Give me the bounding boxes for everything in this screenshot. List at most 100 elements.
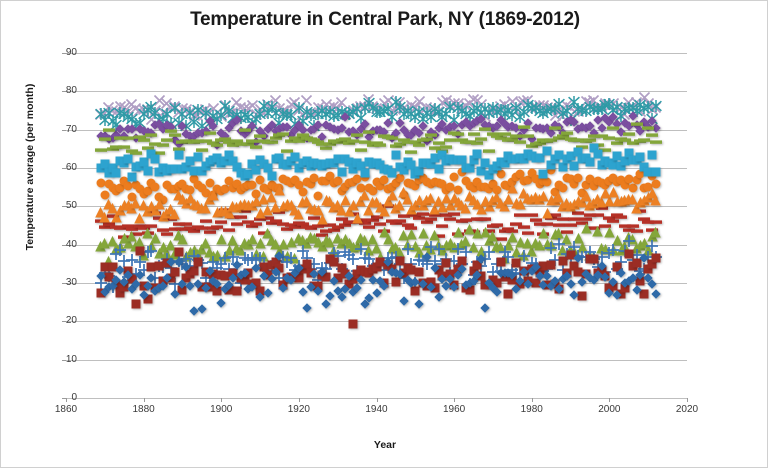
data-point <box>472 113 483 131</box>
data-point <box>624 145 634 163</box>
data-point <box>324 100 336 118</box>
data-point <box>154 164 164 182</box>
data-point <box>531 150 541 168</box>
data-point <box>429 202 441 220</box>
data-point <box>562 151 572 169</box>
data-point <box>406 202 417 220</box>
data-point <box>189 163 199 181</box>
data-point <box>360 169 370 187</box>
data-point <box>452 225 464 243</box>
data-point <box>642 100 655 118</box>
data-point <box>174 147 184 165</box>
data-point <box>228 265 238 283</box>
data-point <box>313 283 323 301</box>
data-point <box>455 214 468 232</box>
data-point <box>414 125 424 143</box>
data-point <box>149 106 162 124</box>
data-point <box>266 102 278 120</box>
data-point <box>514 208 527 226</box>
chart-title: Temperature in Central Park, NY (1869-20… <box>190 9 580 30</box>
data-point <box>193 276 203 294</box>
data-point <box>335 212 348 230</box>
data-point <box>150 283 160 301</box>
data-point <box>498 97 511 115</box>
data-point <box>196 201 208 219</box>
data-point <box>231 95 243 113</box>
data-point <box>643 270 653 288</box>
data-point <box>530 99 542 117</box>
data-point <box>484 181 494 199</box>
data-point <box>552 218 565 236</box>
data-point <box>533 217 546 235</box>
data-point <box>242 253 255 271</box>
data-point <box>344 154 354 172</box>
data-point <box>149 103 161 121</box>
data-point <box>418 155 428 173</box>
data-point <box>343 248 356 266</box>
data-point <box>607 96 619 114</box>
data-point <box>266 117 277 135</box>
data-point <box>583 245 596 263</box>
data-point <box>224 147 234 165</box>
data-point <box>651 176 661 194</box>
data-point <box>180 217 193 235</box>
x-tick-mark <box>298 398 300 402</box>
data-point <box>584 248 596 266</box>
data-point <box>417 254 430 272</box>
data-point <box>402 192 413 210</box>
data-point <box>391 175 401 193</box>
data-point <box>255 152 265 170</box>
data-point <box>135 243 145 261</box>
data-point <box>440 93 452 111</box>
data-point <box>111 210 122 228</box>
data-point <box>95 107 107 125</box>
data-point <box>185 278 195 296</box>
data-point <box>359 188 371 206</box>
data-point <box>211 220 224 238</box>
data-point <box>208 249 219 267</box>
data-point <box>576 216 589 234</box>
data-point <box>118 230 131 248</box>
data-point <box>611 262 624 280</box>
data-point <box>382 232 394 250</box>
data-point <box>561 196 572 214</box>
data-point <box>259 180 269 198</box>
data-point <box>483 245 496 263</box>
data-point <box>545 211 558 229</box>
data-point <box>234 137 247 155</box>
data-point <box>371 195 382 213</box>
data-point <box>599 98 612 116</box>
data-point <box>162 177 172 195</box>
data-point <box>401 135 414 153</box>
data-point <box>122 219 135 237</box>
gridline-y <box>66 206 687 208</box>
data-point <box>456 101 468 119</box>
data-point <box>141 141 154 159</box>
data-point <box>503 148 513 166</box>
data-point <box>618 133 631 151</box>
data-point <box>335 262 348 280</box>
data-point <box>238 123 251 141</box>
data-point <box>564 249 577 267</box>
data-point <box>612 259 622 277</box>
data-point <box>133 130 146 148</box>
data-point <box>374 100 386 118</box>
data-point <box>274 248 285 266</box>
data-point <box>230 257 243 275</box>
data-point <box>343 106 355 124</box>
data-point <box>370 105 383 123</box>
data-point <box>389 250 402 268</box>
data-point <box>111 272 122 290</box>
data-point <box>278 156 288 174</box>
data-point <box>250 107 262 125</box>
data-point <box>274 180 284 198</box>
data-point <box>181 270 191 288</box>
data-point <box>227 105 239 123</box>
data-point <box>499 265 510 283</box>
data-point <box>131 276 141 294</box>
data-point <box>153 211 166 229</box>
data-point <box>405 107 418 125</box>
data-point <box>324 235 336 253</box>
data-point <box>494 131 507 149</box>
data-point <box>261 264 274 282</box>
